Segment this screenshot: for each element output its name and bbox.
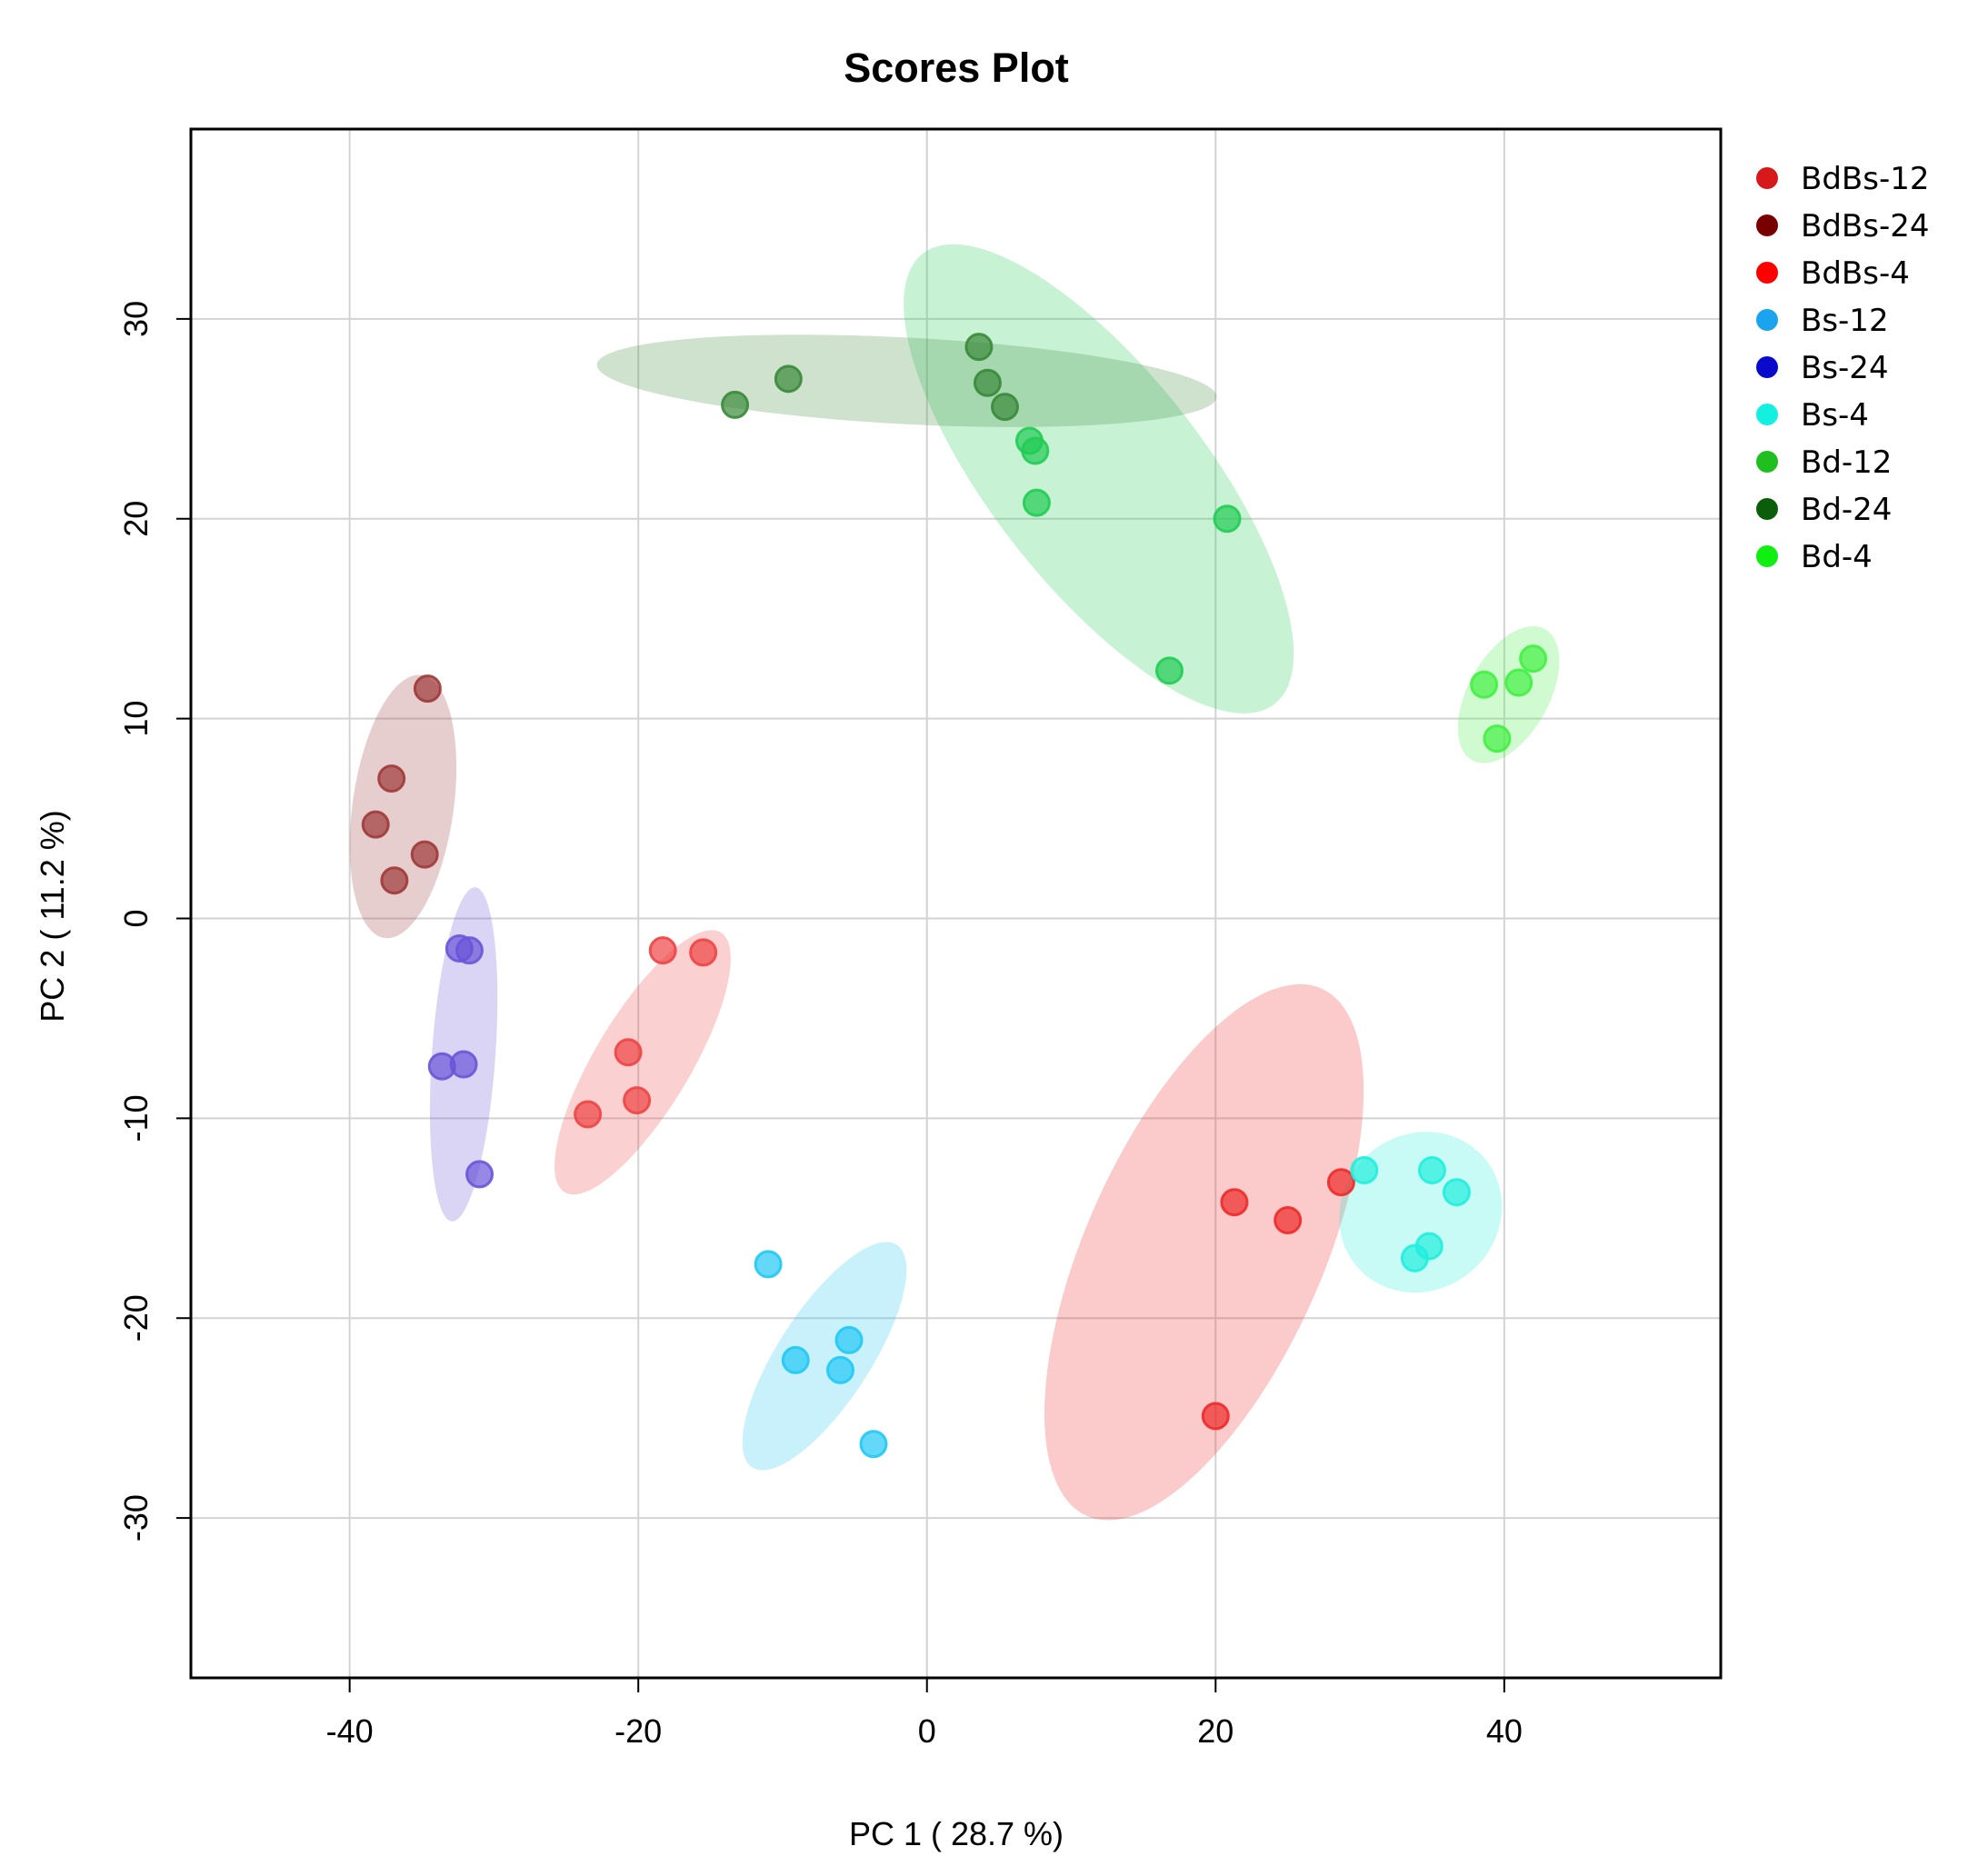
legend-label-bd-4: Bd-4 (1801, 539, 1873, 575)
point-bdbs-24-5 (380, 866, 409, 895)
legend-marker-bd-24 (1756, 498, 1778, 520)
point-bdbs-24-3 (361, 810, 390, 839)
legend-label-bs-4: Bs-4 (1801, 397, 1869, 434)
point-bdbs-12-2 (1274, 1205, 1303, 1234)
y-tick-label-5: 20 (117, 501, 155, 537)
y-tick-label-6: 30 (117, 301, 155, 337)
y-tick-label-0: -30 (117, 1494, 155, 1542)
point-bdbs-4-3 (614, 1038, 643, 1067)
x-tick-label-4: 40 (1486, 1712, 1523, 1750)
legend: BdBs-12 BdBs-24 BdBs-4 Bs-12 Bs-24 Bs-4 Bd-12 B… (1756, 161, 1929, 575)
plot-frame (189, 127, 1723, 1680)
ellipse-bdbs-24 (349, 674, 457, 939)
legend-marker-bs-4 (1756, 404, 1778, 425)
legend-label-bs-24: Bs-24 (1801, 350, 1889, 386)
legend-marker-bs-24 (1756, 356, 1778, 378)
legend-label-bdbs-12: BdBs-12 (1801, 161, 1929, 197)
ellipse-bs-4 (1339, 1132, 1503, 1293)
point-bs-4-3 (1442, 1178, 1471, 1207)
x-axis-label: PC 1 ( 28.7 %) (849, 1815, 1064, 1852)
point-bdbs-12-1 (1220, 1188, 1249, 1217)
point-bd-4-4 (1483, 724, 1512, 753)
point-bd-12-5 (1154, 656, 1184, 685)
point-bdbs-24-4 (410, 840, 439, 869)
point-bdbs-4-2 (689, 938, 718, 967)
legend-marker-bdbs-4 (1756, 262, 1778, 284)
point-bd-24-2 (973, 368, 1002, 397)
ellipse-bdbs-12 (1044, 983, 1364, 1521)
point-bs-12-2 (781, 1345, 810, 1374)
point-bdbs-4-5 (574, 1100, 603, 1129)
ellipse-bd-24 (596, 334, 1217, 427)
point-bd-4-1 (1470, 670, 1499, 699)
x-tick-label-1: -20 (614, 1712, 662, 1750)
legend-marker-bd-12 (1756, 451, 1778, 473)
legend-label-bdbs-24: BdBs-24 (1801, 208, 1929, 244)
legend-marker-bdbs-12 (1756, 167, 1778, 189)
legend-label-bd-24: Bd-24 (1801, 492, 1892, 528)
point-bs-24-4 (449, 1050, 478, 1079)
data-points (361, 333, 1548, 1459)
point-bd-12-2 (1021, 436, 1050, 465)
point-bdbs-4-4 (623, 1086, 652, 1115)
x-axis-ticks: -40 -20 0 20 40 (326, 1678, 1523, 1750)
point-bd-24-4 (774, 364, 803, 394)
ellipse-bdbs-4 (554, 930, 731, 1195)
point-bs-4-5 (1400, 1243, 1429, 1272)
y-axis-ticks: -30 -20 -10 0 10 20 30 (117, 301, 191, 1542)
point-bd-24-3 (990, 393, 1019, 422)
point-bs-12-3 (834, 1325, 864, 1354)
y-tick-label-2: -10 (117, 1094, 155, 1142)
y-axis-label: PC 2 ( 11.2 %) (34, 810, 71, 1022)
x-tick-label-0: -40 (326, 1712, 374, 1750)
point-bd-24-5 (721, 390, 750, 419)
point-bd-4-2 (1504, 668, 1533, 697)
point-bd-24-1 (964, 333, 994, 362)
point-bs-4-1 (1350, 1156, 1379, 1185)
point-bs-4-2 (1417, 1156, 1446, 1185)
x-tick-label-3: 20 (1197, 1712, 1234, 1750)
point-bdbs-12-4 (1201, 1402, 1230, 1431)
legend-marker-bdbs-24 (1756, 215, 1778, 236)
legend-marker-bd-4 (1756, 545, 1778, 567)
point-bdbs-24-1 (413, 674, 442, 704)
point-bd-4-3 (1519, 644, 1548, 674)
ellipse-bd-12 (904, 244, 1294, 713)
x-tick-label-2: 0 (918, 1712, 936, 1750)
legend-label-bd-12: Bd-12 (1801, 444, 1892, 481)
point-bdbs-4-1 (648, 936, 677, 965)
point-bs-24-5 (465, 1160, 494, 1189)
grid (191, 129, 1721, 1678)
y-tick-label-1: -20 (117, 1294, 155, 1342)
point-bs-12-4 (825, 1355, 854, 1384)
legend-marker-bs-12 (1756, 309, 1778, 331)
y-tick-label-3: 0 (117, 909, 155, 927)
point-bs-24-2 (455, 936, 484, 965)
point-bdbs-12-3 (1326, 1168, 1355, 1197)
point-bs-12-1 (754, 1250, 783, 1279)
legend-label-bdbs-4: BdBs-4 (1801, 255, 1910, 292)
y-tick-label-4: 10 (117, 701, 155, 737)
ellipse-bs-12 (742, 1242, 907, 1471)
point-bdbs-24-2 (377, 764, 406, 793)
confidence-ellipses (349, 244, 1560, 1521)
point-bs-12-5 (859, 1430, 888, 1459)
point-bd-12-4 (1213, 504, 1242, 534)
chart-title: Scores Plot (844, 45, 1069, 91)
point-bd-12-3 (1022, 488, 1051, 517)
legend-label-bs-12: Bs-12 (1801, 303, 1889, 339)
